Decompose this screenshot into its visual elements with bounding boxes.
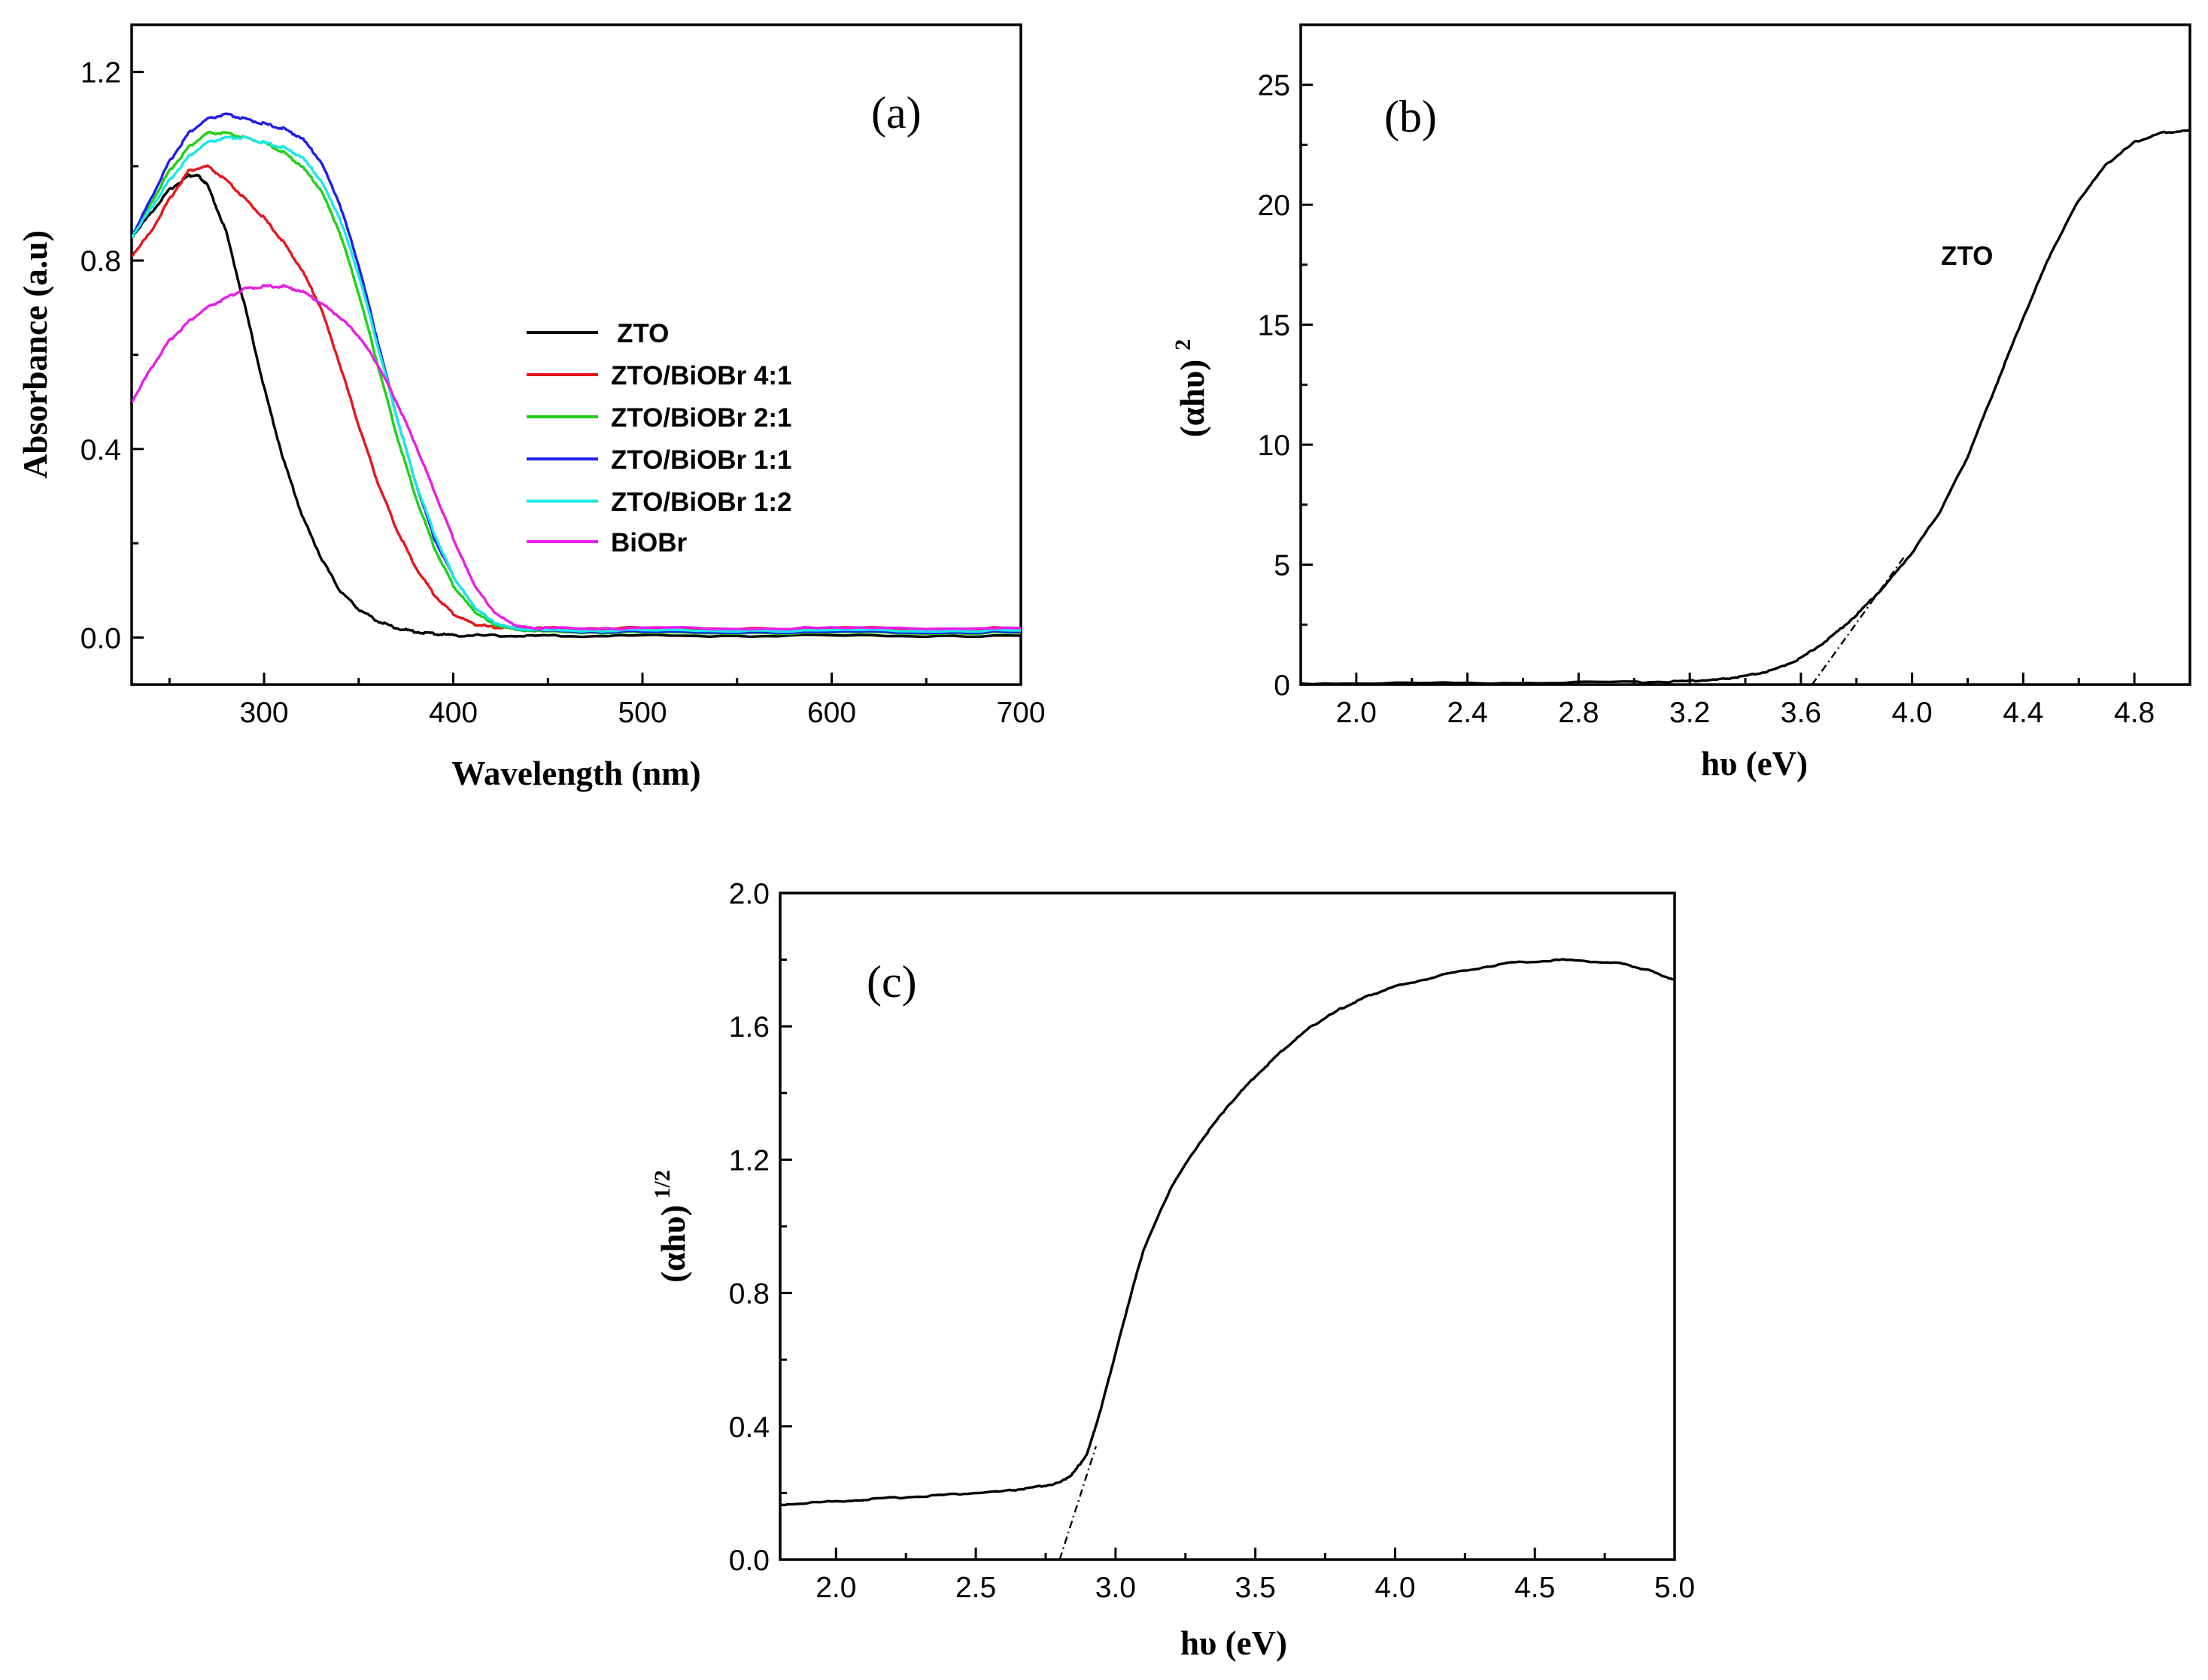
panel-b: 2.0 2.4 2.8 3.2 3.6 4.0 4.4 4.8 0 5 10 15 20 25 (b) Z… xyxy=(1171,23,2191,782)
panel-a-series-group xyxy=(132,112,1021,639)
panel-a-x-tick-label: 300 xyxy=(240,697,289,729)
panel-a-x-tick-label: 400 xyxy=(429,697,478,729)
panel-b-tangent-line xyxy=(1811,557,1905,685)
panel-c-series-zto xyxy=(780,958,1675,1507)
panel-c-x-tick-label: 5.0 xyxy=(1654,1572,1695,1604)
panel-b-x-tick-label: 4.4 xyxy=(2003,697,2043,729)
panel-b-y-axis-title-base: (αhυ) xyxy=(1174,360,1211,437)
panel-b-y-tick-label: 5 xyxy=(1274,550,1290,582)
panel-c-y-axis-title-sup: 1/2 xyxy=(650,1170,675,1198)
panel-a-series-zto-biobr-4-1 xyxy=(132,164,1021,631)
panel-b-y-tick-label: 0 xyxy=(1274,670,1290,702)
panel-a: 300 400 500 600 700 0.0 0.4 0.8 1.2 (a) Waveleng… xyxy=(17,23,1046,792)
panel-c-x-tick-label: 3.5 xyxy=(1235,1572,1276,1604)
panel-b-y-tick-label: 25 xyxy=(1258,70,1290,102)
panel-c-series-group xyxy=(780,958,1675,1560)
panel-b-x-tick-label: 3.2 xyxy=(1669,697,1710,729)
panel-a-series-biobr xyxy=(132,284,1021,631)
legend-label-biobr: BiOBr xyxy=(611,528,688,557)
panel-a-marks: 300 400 500 600 700 0.0 0.4 0.8 1.2 xyxy=(80,57,1046,729)
panel-b-annotation: ZTO xyxy=(1941,242,1993,271)
panel-a-x-tick-label: 600 xyxy=(807,697,856,729)
legend-label-zto: ZTO xyxy=(617,319,669,348)
panel-b-x-tick-label: 4.8 xyxy=(2114,697,2155,729)
panel-a-y-axis-title: Absorbance (a.u) xyxy=(17,230,54,478)
panel-a-legend: ZTO ZTO/BiOBr 4:1 ZTO/BiOBr 2:1 ZTO/BiOB… xyxy=(527,319,792,557)
panel-a-x-tick-label: 700 xyxy=(996,697,1045,729)
panel-a-series-zto-biobr-1-2 xyxy=(132,135,1021,633)
panel-a-x-tick-label: 500 xyxy=(618,697,667,729)
panel-c-y-tick-label: 2.0 xyxy=(729,878,770,910)
panel-b-x-axis-title: hυ (eV) xyxy=(1701,745,1808,782)
panel-c-y-axis-title: (αhυ) 1/2 xyxy=(650,1170,692,1283)
legend-label-zto-biobr-1-1: ZTO/BiOBr 1:1 xyxy=(611,445,792,475)
panel-b-marks: 2.0 2.4 2.8 3.2 3.6 4.0 4.4 4.8 0 5 10 15 20 25 xyxy=(1258,70,2190,729)
panel-c-y-tick-label: 1.2 xyxy=(729,1144,770,1177)
panel-a-y-tick-label: 0.8 xyxy=(80,245,121,278)
panel-a-series-zto-biobr-2-1 xyxy=(132,131,1021,636)
panel-a-series-zto xyxy=(132,173,1021,639)
panel-c-x-tick-label: 3.0 xyxy=(1095,1572,1136,1604)
panel-a-y-tick-label: 0.4 xyxy=(80,434,121,466)
panel-b-y-tick-label: 20 xyxy=(1258,190,1290,222)
panel-c-y-tick-label: 0.4 xyxy=(729,1411,770,1444)
panel-c: 2.0 2.5 3.0 3.5 4.0 4.5 5.0 0.0 0.4 0.8 1.2 1.62.0 … xyxy=(650,878,1695,1662)
panel-b-y-axis-title: (αhυ) 2 xyxy=(1171,339,1211,437)
panel-b-x-tick-label: 2.8 xyxy=(1558,697,1599,729)
panel-c-x-tick-label: 2.0 xyxy=(815,1572,856,1604)
legend-label-zto-biobr-4-1: ZTO/BiOBr 4:1 xyxy=(611,361,792,390)
panel-b-x-tick-label: 2.0 xyxy=(1336,697,1377,729)
legend-label-zto-biobr-1-2: ZTO/BiOBr 1:2 xyxy=(611,488,792,517)
panel-b-label: (b) xyxy=(1384,92,1437,141)
panel-a-y-tick-label: 1.2 xyxy=(80,57,121,90)
panel-b-x-tick-label: 3.6 xyxy=(1781,697,1821,729)
panel-c-x-tick-label: 4.5 xyxy=(1514,1572,1555,1604)
panel-b-y-tick-label: 10 xyxy=(1258,430,1290,462)
panel-c-x-axis-title: hυ (eV) xyxy=(1180,1624,1287,1662)
panel-a-label: (a) xyxy=(871,88,922,138)
panel-b-y-tick-label: 15 xyxy=(1258,310,1290,342)
panel-b-x-tick-label: 2.4 xyxy=(1447,697,1488,729)
legend-label-zto-biobr-2-1: ZTO/BiOBr 2:1 xyxy=(611,403,792,433)
panel-c-tangent-line xyxy=(1058,1446,1098,1560)
panel-a-x-axis-title: Wavelength (nm) xyxy=(451,755,700,792)
panel-c-y-axis-title-base: (αhυ) xyxy=(655,1205,692,1282)
panel-c-marks: 2.0 2.5 3.0 3.5 4.0 4.5 5.0 0.0 0.4 0.8 1.2 1.6 2.0 xyxy=(729,878,1695,1604)
panel-c-x-tick-label: 2.5 xyxy=(955,1572,996,1604)
panel-c-x-tick-label: 4.0 xyxy=(1374,1572,1415,1604)
panel-b-series-zto xyxy=(1301,129,2190,685)
panel-c-label: (c) xyxy=(867,957,917,1007)
panel-b-y-axis-title-sup: 2 xyxy=(1171,339,1195,351)
panel-a-y-tick-label: 0.0 xyxy=(80,622,121,655)
panel-c-y-tick-label: 0.0 xyxy=(729,1545,770,1577)
panel-c-y-tick-label: 0.8 xyxy=(729,1278,770,1311)
panel-b-series-group xyxy=(1301,129,2190,685)
panel-b-x-tick-label: 4.0 xyxy=(1892,697,1933,729)
panel-c-y-tick-label: 1.6 xyxy=(729,1011,770,1044)
